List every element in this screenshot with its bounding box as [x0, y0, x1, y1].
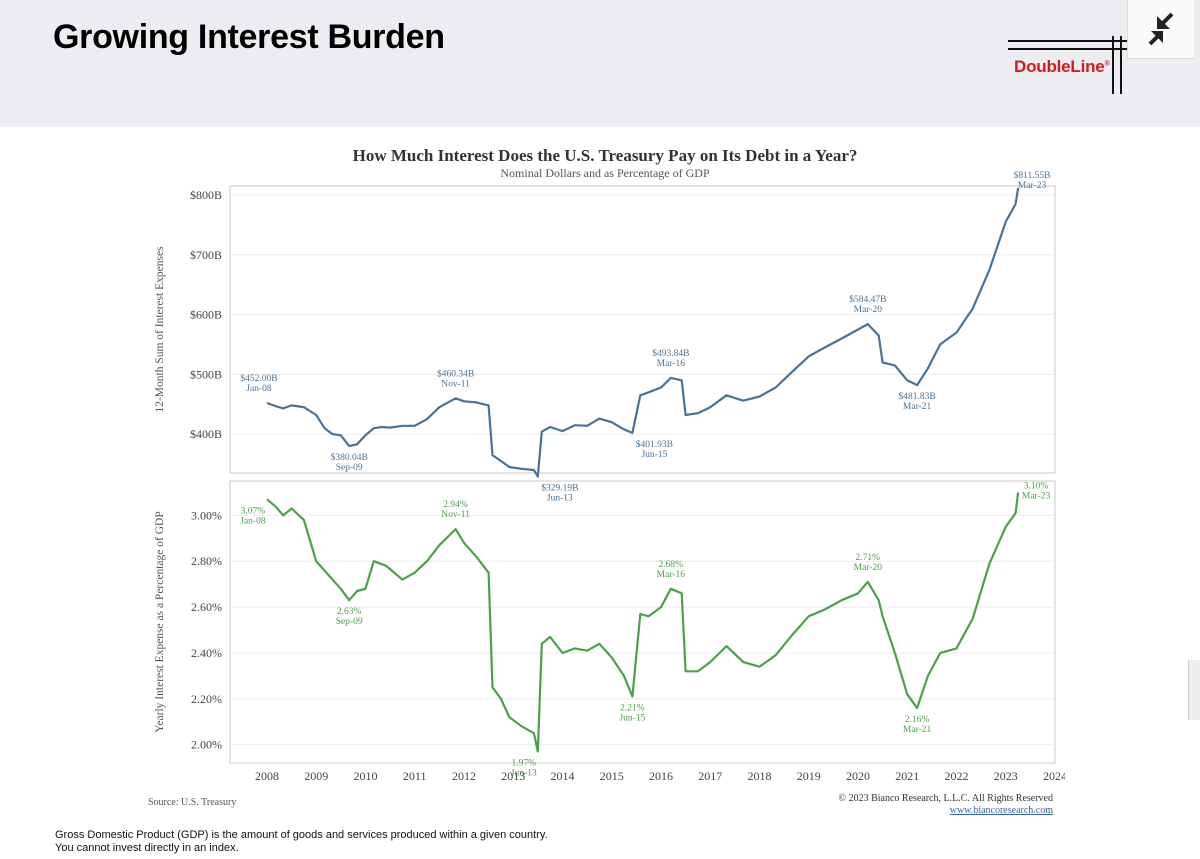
- data-label: 1.97%: [512, 759, 537, 769]
- data-label: Mar-16: [657, 570, 686, 580]
- data-label: Jan-08: [240, 516, 266, 526]
- data-label: $452.00B: [240, 373, 277, 384]
- y-tick-label: 3.00%: [191, 508, 222, 522]
- header-bar: Growing Interest Burden DoubleLine®: [0, 0, 1200, 127]
- data-label: $584.47B: [849, 294, 886, 305]
- y-tick-label: $500B: [190, 367, 222, 381]
- x-tick-label: 2013: [501, 769, 525, 783]
- x-tick-label: 2022: [944, 769, 968, 783]
- y-tick-label: $600B: [190, 308, 222, 322]
- data-label: Nov-11: [441, 510, 470, 520]
- y-axis-title: Yearly Interest Expense as a Percentage …: [154, 511, 166, 732]
- data-label: 2.71%: [856, 553, 881, 563]
- data-label: $481.83B: [898, 391, 935, 402]
- x-tick-label: 2024: [1043, 769, 1065, 783]
- y-tick-label: 2.00%: [191, 738, 222, 752]
- footnote: Gross Domestic Product (GDP) is the amou…: [55, 829, 548, 855]
- data-label: 2.68%: [659, 560, 684, 570]
- y-tick-label: 2.80%: [191, 554, 222, 568]
- y-tick-label: 2.40%: [191, 646, 222, 660]
- data-label: Nov-11: [441, 379, 470, 389]
- y-axis-title: 12-Month Sum of Interest Expenses: [154, 246, 166, 413]
- data-label: $401.93B: [636, 439, 673, 450]
- interest-chart: How Much Interest Does the U.S. Treasury…: [145, 140, 1065, 820]
- x-tick-label: 2017: [698, 769, 722, 783]
- data-label: 3.10%: [1024, 481, 1049, 491]
- footnote-line-2: You cannot invest directly in an index.: [55, 842, 239, 854]
- chart-title: How Much Interest Does the U.S. Treasury…: [352, 146, 858, 165]
- data-label: 2.94%: [443, 500, 468, 510]
- y-tick-label: 2.20%: [191, 692, 222, 706]
- data-label: Jan-08: [246, 384, 272, 394]
- data-label: Jun-13: [547, 494, 573, 504]
- data-label: Mar-21: [903, 402, 932, 412]
- x-tick-label: 2011: [403, 769, 427, 783]
- x-tick-label: 2009: [304, 769, 328, 783]
- x-tick-label: 2015: [600, 769, 624, 783]
- data-label: 2.63%: [337, 607, 362, 617]
- data-label: 2.21%: [620, 704, 645, 714]
- data-label: $460.34B: [437, 368, 474, 379]
- data-label: Jun-15: [619, 714, 645, 724]
- chart-subtitle: Nominal Dollars and as Percentage of GDP: [500, 166, 710, 180]
- x-tick-label: 2010: [353, 769, 377, 783]
- series-line: [266, 187, 1020, 478]
- collapse-arrows-icon[interactable]: [1127, 0, 1194, 59]
- y-tick-label: $700B: [190, 248, 222, 262]
- data-label: Jun-13: [511, 769, 537, 779]
- panel-frame: [229, 480, 1056, 764]
- logo-text: DoubleLine®: [1014, 57, 1110, 76]
- data-label: $493.84B: [652, 348, 689, 359]
- data-label: $380.04B: [331, 452, 368, 463]
- x-tick-label: 2008: [255, 769, 279, 783]
- chart-copyright: © 2023 Bianco Research, L.L.C. All Right…: [838, 793, 1053, 817]
- y-tick-label: 2.60%: [191, 600, 222, 614]
- slide-title: Growing Interest Burden: [53, 18, 445, 56]
- data-label: Mar-20: [854, 563, 883, 573]
- footnote-line-1: Gross Domestic Product (GDP) is the amou…: [55, 829, 548, 841]
- x-tick-label: 2019: [797, 769, 821, 783]
- chart-source: Source: U.S. Treasury: [148, 797, 237, 808]
- x-tick-label: 2018: [747, 769, 771, 783]
- data-label: 3.07%: [241, 506, 266, 516]
- series-line: [266, 492, 1020, 753]
- x-tick-label: 2014: [550, 769, 574, 783]
- data-label: Sep-09: [336, 463, 363, 473]
- x-tick-label: 2021: [895, 769, 919, 783]
- data-label: $329.19B: [541, 483, 578, 494]
- y-tick-label: $400B: [190, 427, 222, 441]
- x-tick-label: 2012: [452, 769, 476, 783]
- x-tick-label: 2020: [846, 769, 870, 783]
- data-label: Jun-15: [641, 450, 667, 460]
- x-tick-label: 2016: [649, 769, 673, 783]
- data-label: Sep-09: [336, 617, 363, 627]
- chart-svg: $400B $500B $600B $700B $800B 12-Month Sum of…: [154, 170, 1065, 783]
- panel-frame: [229, 185, 1056, 474]
- copyright-text: © 2023 Bianco Research, L.L.C. All Right…: [838, 793, 1053, 804]
- data-label: Mar-23: [1018, 181, 1047, 191]
- data-label: 2.16%: [905, 715, 930, 725]
- x-tick-label: 2023: [994, 769, 1018, 783]
- data-label: Mar-21: [903, 725, 932, 735]
- scroll-handle[interactable]: [1188, 660, 1200, 720]
- copyright-link[interactable]: www.biancoresearch.com: [949, 805, 1053, 816]
- data-label: $811.55B: [1014, 170, 1051, 181]
- doubleline-logo: DoubleLine®: [1008, 36, 1130, 94]
- y-tick-label: $800B: [190, 188, 222, 202]
- data-label: Mar-20: [854, 305, 883, 315]
- data-label: Mar-16: [657, 359, 686, 369]
- data-label: Mar-23: [1022, 491, 1051, 501]
